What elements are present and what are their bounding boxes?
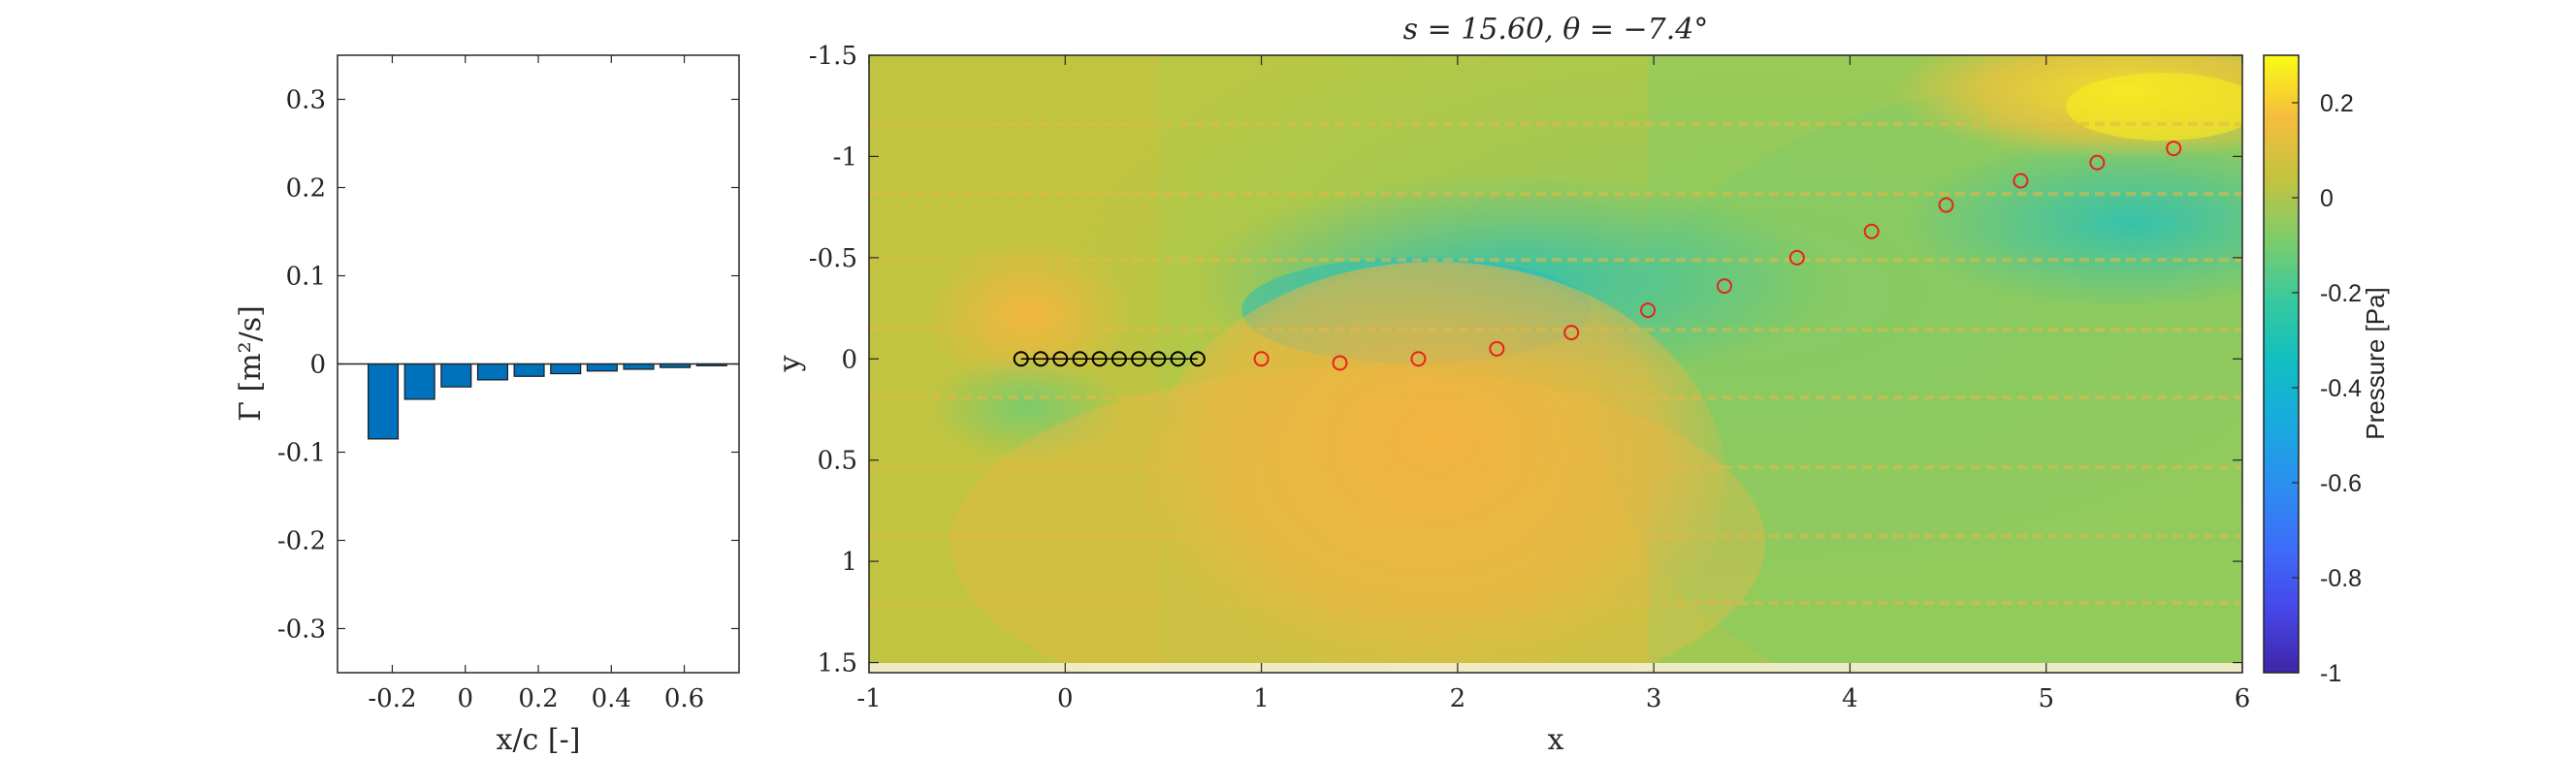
wake-point bbox=[2089, 154, 2106, 171]
heatmap-x-tick-label: 2 bbox=[1450, 684, 1466, 713]
bar bbox=[586, 363, 618, 372]
heatmap-x-tick-label: 1 bbox=[1253, 684, 1270, 713]
heatmap-y-tick-label: 1.5 bbox=[818, 649, 857, 678]
wake-points-series bbox=[1253, 141, 2182, 371]
bar-y-tick-label: 0.1 bbox=[286, 263, 326, 292]
bar-y-tick-label: -0.2 bbox=[277, 527, 326, 556]
heatmap-axes: -1 0 1 2 3 4 5 6 -1.5 -1 -0.5 0 0.5 1 1.5 bbox=[809, 42, 2250, 713]
bar bbox=[368, 363, 400, 440]
heatmap-y-tick-label: 1 bbox=[841, 548, 857, 577]
heatmap-y-tick-label: -1 bbox=[833, 142, 857, 172]
heatmap-x-tick-label: 5 bbox=[2038, 684, 2054, 713]
wake-point bbox=[1563, 325, 1580, 341]
bar bbox=[550, 363, 582, 375]
wake-point bbox=[2012, 173, 2029, 189]
bar-x-axis-label: x/c [-] bbox=[497, 723, 581, 757]
colorbar-tick-label: 0 bbox=[2320, 185, 2334, 212]
plate-point bbox=[1111, 351, 1127, 367]
bar-x-tick-label: 0.4 bbox=[592, 684, 631, 713]
bar-y-tick-label: -0.1 bbox=[277, 439, 326, 468]
plate-point bbox=[1170, 351, 1186, 367]
bar-x-tick-label: 0.2 bbox=[518, 684, 558, 713]
bar-y-axis-label: Γ [m²/s] bbox=[234, 305, 268, 422]
bar-y-tick-label: -0.3 bbox=[277, 615, 326, 645]
heatmap-plot-area bbox=[868, 54, 2243, 674]
pressure-field-chart: -1 0 1 2 3 4 5 6 -1.5 -1 -0.5 0 0.5 1 1.5 s = 15.60, θ… bbox=[773, 13, 2250, 757]
bar-x-tick-label: -0.2 bbox=[368, 684, 416, 713]
plate-point bbox=[1131, 351, 1147, 367]
heatmap-y-tick-label: 0.5 bbox=[818, 447, 857, 476]
bar-x-tick-label: 0.6 bbox=[664, 684, 704, 713]
wake-point bbox=[1640, 302, 1657, 319]
colorbar-tick-label: -0.4 bbox=[2320, 375, 2362, 402]
heatmap-title: s = 15.60, θ = −7.4° bbox=[1403, 13, 1709, 47]
bar bbox=[403, 363, 435, 400]
colorbar-tick-label: -0.2 bbox=[2320, 280, 2362, 307]
plate-point bbox=[1072, 351, 1088, 367]
wake-point bbox=[1938, 197, 1954, 213]
wake-point bbox=[1332, 355, 1348, 371]
heatmap-x-tick-label: 0 bbox=[1057, 684, 1074, 713]
heatmap-x-axis-label: x bbox=[1548, 723, 1564, 757]
bar-y-tick-label: 0.2 bbox=[286, 174, 326, 204]
colorbar-label: Pressure [Pa] bbox=[2361, 287, 2390, 440]
heatmap-y-axis-label: y bbox=[773, 355, 807, 372]
pressure-field bbox=[869, 55, 2242, 673]
colorbar-tick-label: -1 bbox=[2320, 660, 2341, 687]
bar-y-tick-label: 0 bbox=[309, 351, 326, 380]
bar-x-tick-label: 0 bbox=[457, 684, 473, 713]
bar bbox=[440, 363, 472, 388]
plate-point bbox=[1189, 351, 1206, 367]
colorbar-tick-label: 0.2 bbox=[2320, 90, 2354, 117]
colorbar-gradient bbox=[2263, 54, 2300, 674]
wake-point bbox=[1253, 351, 1270, 367]
heatmap-y-tick-label: 0 bbox=[841, 345, 857, 374]
circulation-bar-chart: -0.2 0 0.2 0.4 0.6 0.3 0.2 0.1 0 -0.1 -0.2 -0.3 x/c… bbox=[234, 54, 740, 757]
plate-point bbox=[1052, 351, 1069, 367]
bar bbox=[513, 363, 545, 377]
heatmap-x-tick-label: 3 bbox=[1646, 684, 1662, 713]
heatmap-x-tick-label: 4 bbox=[1842, 684, 1858, 713]
wake-point bbox=[1863, 223, 1880, 239]
heatmap-x-tick-label: -1 bbox=[856, 684, 881, 713]
heatmap-y-tick-label: -1.5 bbox=[809, 42, 857, 71]
colorbar-tick-label: -0.6 bbox=[2320, 470, 2362, 497]
wake-point bbox=[1410, 351, 1427, 367]
colorbar: 0.2 0 -0.2 -0.4 -0.6 -0.8 -1 Pressure [Pa] bbox=[2263, 54, 2390, 687]
heatmap-x-tick-label: 6 bbox=[2235, 684, 2251, 713]
plate-point bbox=[1013, 351, 1029, 367]
plate-point bbox=[1150, 351, 1167, 367]
wake-point bbox=[1716, 278, 1732, 295]
colorbar-ticks: 0.2 0 -0.2 -0.4 -0.6 -0.8 -1 bbox=[2292, 90, 2362, 687]
wake-point bbox=[1788, 249, 1805, 266]
colorbar-tick-label: -0.8 bbox=[2320, 565, 2362, 592]
bar-series bbox=[338, 363, 739, 440]
bar bbox=[623, 363, 655, 370]
bar-y-tick-label: 0.3 bbox=[286, 86, 326, 115]
plate-point bbox=[1091, 351, 1108, 367]
bar-axes: -0.2 0 0.2 0.4 0.6 0.3 0.2 0.1 0 -0.1 -0.2 -0.3 bbox=[277, 55, 739, 713]
wake-point bbox=[2166, 141, 2182, 157]
plate-points-series bbox=[1013, 351, 1206, 367]
wake-point bbox=[1489, 340, 1505, 357]
bar bbox=[476, 363, 508, 381]
plate-point bbox=[1033, 351, 1048, 367]
heatmap-y-tick-label: -0.5 bbox=[809, 244, 857, 273]
